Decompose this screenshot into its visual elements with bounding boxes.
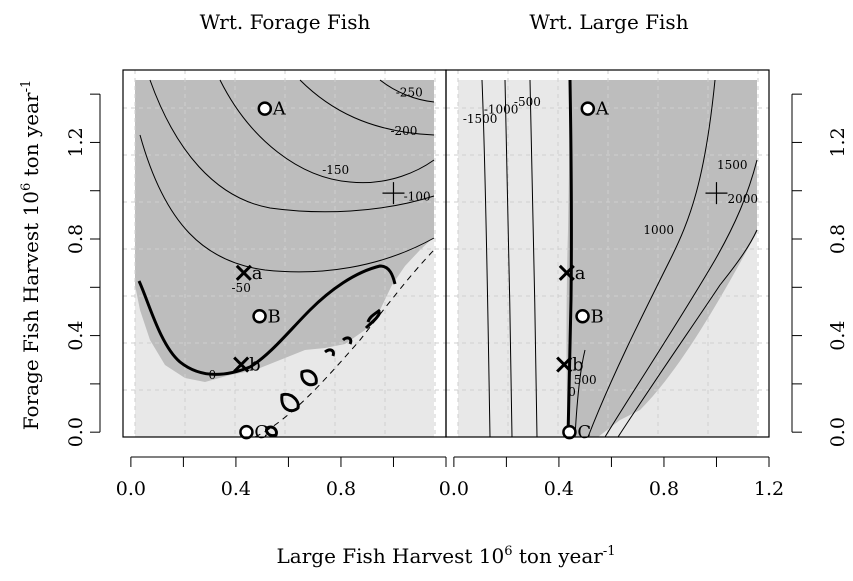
axes [90,93,802,467]
left-contour-line [149,79,435,213]
y-axis-title: Forage Fish Harvest 106 ton year-1 [19,80,43,431]
right-contour-lines [481,79,758,437]
left-zero-island [300,369,318,387]
x-axis-title: Large Fish Harvest 106 ton year-1 [277,544,616,568]
point-plus-marker [705,182,728,205]
contour-label: -1500 [463,112,498,126]
right-contour-line [604,159,758,437]
right-contour-line [587,79,716,437]
x-tick-label: 0.8 [649,478,679,500]
left-contour-line [139,134,435,273]
right-panel-fill [458,80,757,437]
x-tick-label: 0.0 [116,478,146,500]
point-label: a [252,263,263,284]
left-zero-island [280,392,300,413]
contour-label: 0 [208,368,216,382]
point-label: b [249,355,261,376]
point-label: b [572,355,584,376]
right-contour-line [574,349,586,437]
y-tick-label-right: 0.4 [827,320,849,350]
right-panel-title: Wrt. Large Fish [529,10,688,34]
tick-labels: 0.0 0.4 0.8 0.0 0.4 0.8 1.2 0.0 0.0 0.4 0.4 0.8 0.8 1… [65,127,849,500]
contour-label: 2000 [727,192,758,206]
left-zero-island [366,308,381,323]
x-tick-label: 0.4 [221,478,251,500]
point-label: A [272,99,287,120]
x-tick-label: 0.8 [326,478,356,500]
point-x-marker [556,356,573,373]
point-x-marker [558,264,575,281]
point-circle-marker [252,309,267,324]
right-contour-line [481,79,491,437]
point-x-marker [235,264,252,281]
left-contour-line [379,79,435,103]
contour-label: -100 [404,189,431,203]
left-grid [123,70,446,437]
right-contour-line [504,79,513,437]
y-tick-label-left: 0.0 [65,417,87,447]
right-zero-contour [566,79,573,437]
point-circle-marker [239,424,254,440]
contour-label: 0 [568,385,576,399]
left-contour-line-dashed [254,249,435,437]
point-x-marker [233,356,250,373]
x-tick-label: 1.2 [754,478,784,500]
point-circle-marker [562,424,577,440]
contour-label: 500 [574,373,597,387]
contour-labels: -250-200-150-100-500-1500-1000-500100015… [208,86,758,399]
left-zero-island [324,348,335,357]
point-markers: A B Ca b A B Ca b [233,99,728,443]
left-contour-line [219,79,435,184]
y-tick-label-left: 0.8 [65,224,87,254]
right-dark-region [566,80,757,437]
point-label: a [575,263,586,284]
contour-label: -250 [396,86,423,100]
point-label: B [591,306,604,327]
left-zero-island [265,425,278,437]
point-circle-marker [257,101,273,116]
contour-label: 1000 [643,223,674,237]
x-tick-label: 0.0 [439,478,469,500]
point-label: A [595,99,610,120]
left-zero-contour [137,264,397,376]
y-tick-label-left: 0.4 [65,320,87,350]
contour-label: -200 [390,124,417,138]
point-circle-marker [580,101,596,116]
left-zero-islands [265,308,382,437]
contour-label: -150 [322,163,349,177]
contour-label: 1500 [717,158,748,172]
x-tick-label: 0.4 [544,478,574,500]
y-tick-label-right: 0.0 [827,417,849,447]
contour-label: -1000 [484,102,519,116]
left-contour-lines [139,79,435,437]
left-contour-line [299,79,435,136]
y-tick-label-right: 0.8 [827,224,849,254]
contour-label: -50 [232,281,251,295]
right-panel-frame [445,69,770,438]
y-tick-label-right: 1.2 [827,127,849,157]
point-plus-marker [382,182,405,205]
point-label: C [254,422,268,443]
point-label: B [268,306,281,327]
left-zero-island [341,336,353,345]
point-circle-marker [575,309,590,324]
point-label: C [577,422,591,443]
right-contour-line [617,229,758,437]
right-contour-line [529,79,538,437]
y-tick-label-left: 1.2 [65,127,87,157]
left-panel-title: Wrt. Forage Fish [200,10,371,34]
left-zero-island [364,311,382,330]
contour-label: -500 [514,95,541,109]
